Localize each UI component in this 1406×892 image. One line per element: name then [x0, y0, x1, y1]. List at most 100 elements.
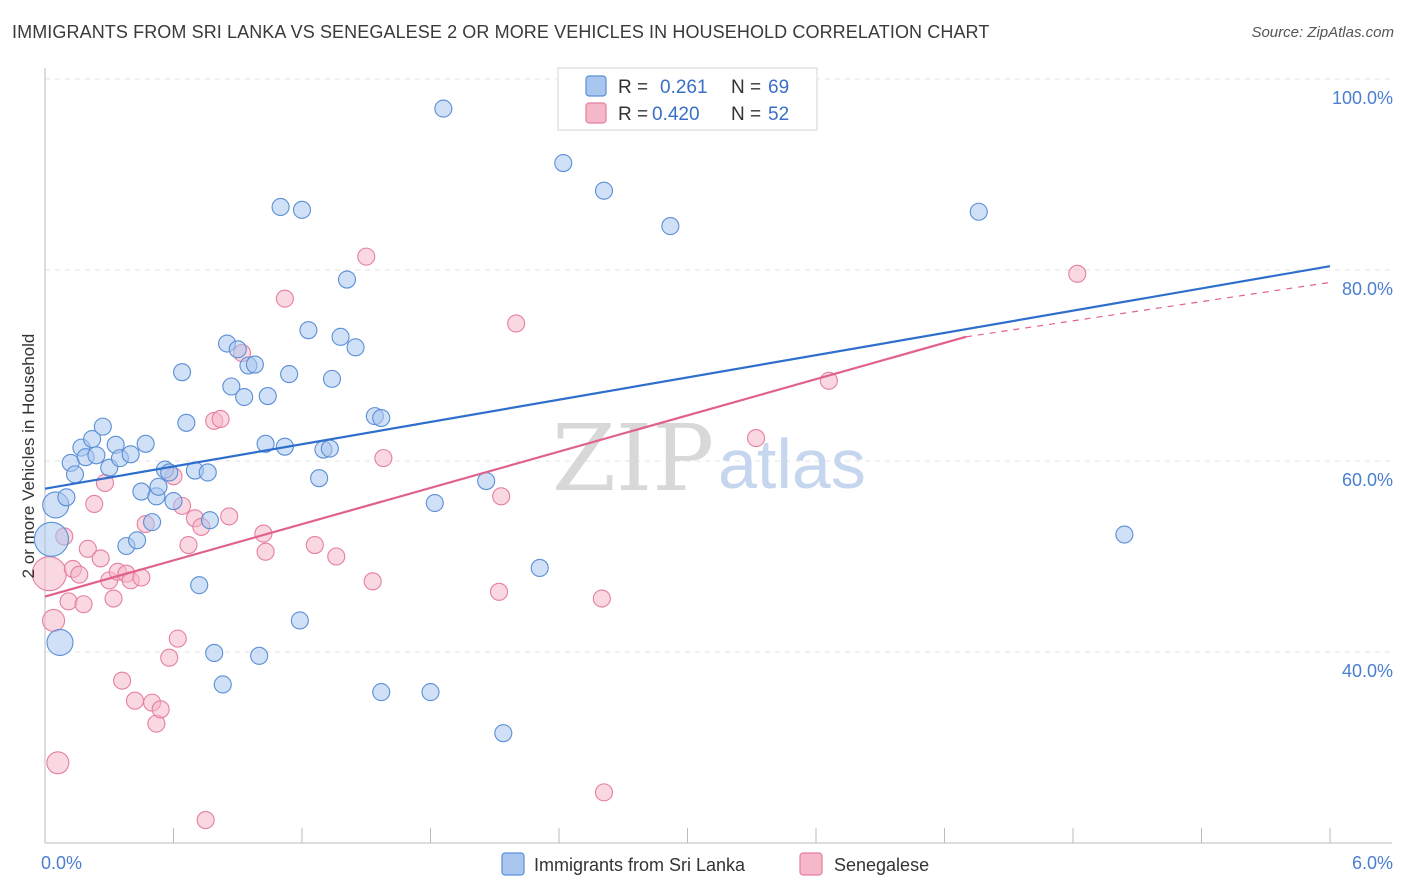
point-sri-lanka-30	[200, 511, 219, 530]
x-tick-label-1: 6.0%	[1352, 853, 1393, 873]
point-sri-lanka-57	[372, 683, 391, 702]
point-senegalese-46	[507, 314, 526, 333]
point-sri-lanka-9	[87, 446, 106, 465]
data-points	[31, 99, 1134, 830]
point-sri-lanka-18	[136, 434, 155, 453]
point-sri-lanka-38	[245, 355, 264, 374]
y-tick-label-2: 80.0%	[1342, 279, 1393, 299]
point-sri-lanka-59	[425, 493, 444, 513]
point-senegalese-4	[59, 592, 78, 611]
point-senegalese-10	[91, 549, 110, 568]
series-swatch-blue	[501, 852, 525, 876]
point-senegalese-15	[113, 671, 132, 690]
point-sri-lanka-2	[46, 628, 74, 657]
point-sri-lanka-63	[530, 558, 549, 578]
point-senegalese-41	[357, 247, 376, 266]
y-tick-label-1: 60.0%	[1342, 470, 1393, 490]
axes	[44, 68, 1392, 844]
point-sri-lanka-25	[173, 363, 192, 382]
point-sri-lanka-46	[292, 200, 312, 219]
point-sri-lanka-36	[235, 387, 254, 407]
point-sri-lanka-35	[228, 340, 247, 359]
point-sri-lanka-60	[434, 99, 453, 118]
series-label-sri-lanka: Immigrants from Sri Lanka	[534, 855, 746, 875]
trend-lines	[44, 265, 1331, 598]
legend-n-value-2: 52	[768, 104, 789, 125]
point-sri-lanka-53	[337, 270, 357, 289]
point-senegalese-18	[125, 691, 144, 710]
point-sri-lanka-26	[177, 413, 196, 432]
point-senegalese-9	[85, 494, 104, 514]
point-senegalese-45	[492, 487, 511, 506]
point-sri-lanka-44	[280, 365, 299, 384]
point-sri-lanka-17	[132, 482, 151, 501]
point-senegalese-37	[256, 542, 275, 561]
point-sri-lanka-56	[372, 408, 391, 428]
point-senegalese-31	[196, 811, 215, 830]
y-tick-labels: 40.0% 60.0% 80.0% 100.0%	[1332, 88, 1393, 681]
series-legend: Immigrants from Sri Lanka Senegalese	[501, 852, 929, 876]
point-senegalese-6	[70, 565, 89, 584]
point-sri-lanka-39	[250, 646, 269, 665]
point-senegalese-34	[220, 507, 239, 526]
point-sri-lanka-64	[554, 153, 573, 173]
y-tick-label-3: 100.0%	[1332, 88, 1393, 108]
point-senegalese-24	[160, 648, 179, 667]
point-sri-lanka-21	[149, 477, 168, 496]
grid	[45, 78, 1392, 653]
point-sri-lanka-40	[256, 434, 275, 453]
watermark-zip: ZIP	[552, 405, 714, 512]
x-tick-labels: 0.0% 6.0%	[41, 853, 1393, 873]
point-senegalese-48	[594, 783, 614, 802]
point-senegalese-47	[592, 589, 611, 608]
x-tick-label-0: 0.0%	[41, 853, 82, 873]
point-sri-lanka-62	[494, 724, 513, 743]
point-sri-lanka-29	[198, 463, 217, 482]
point-senegalese-33	[211, 409, 230, 429]
watermark-atlas: atlas	[718, 425, 866, 503]
point-sri-lanka-10	[93, 417, 112, 436]
point-sri-lanka-65	[594, 181, 614, 200]
point-sri-lanka-61	[477, 472, 496, 491]
legend-n-label-2: N =	[731, 104, 761, 125]
legend-swatch-pink	[585, 102, 607, 124]
point-sri-lanka-58	[421, 683, 440, 702]
point-senegalese-13	[104, 589, 123, 608]
y-axis-title: 2 or more Vehicles in Household	[19, 334, 38, 579]
trend-line-pink	[44, 335, 967, 598]
point-sri-lanka-68	[1115, 525, 1134, 544]
point-sri-lanka-0	[33, 521, 69, 557]
point-sri-lanka-28	[190, 576, 209, 595]
point-sri-lanka-19	[143, 513, 162, 532]
point-senegalese-49	[746, 429, 766, 448]
point-sri-lanka-47	[299, 321, 318, 340]
point-sri-lanka-16	[128, 531, 147, 550]
point-senegalese-26	[168, 629, 187, 648]
point-sri-lanka-24	[164, 492, 183, 511]
chart-title: IMMIGRANTS FROM SRI LANKA VS SENEGALESE …	[12, 22, 990, 42]
source-label: Source: ZipAtlas.com	[1251, 24, 1394, 41]
legend-r-label-2: R =	[618, 104, 648, 125]
point-sri-lanka-5	[65, 465, 85, 484]
correlation-legend: R = 0.261 N = 69 R = 0.420 N = 52	[557, 67, 818, 131]
point-senegalese-2	[46, 751, 70, 775]
watermark: ZIP atlas	[552, 405, 866, 512]
point-senegalese-43	[374, 449, 393, 468]
point-senegalese-38	[275, 289, 294, 308]
point-sri-lanka-15	[121, 445, 140, 464]
point-senegalese-44	[489, 582, 509, 601]
point-senegalese-51	[1068, 264, 1087, 283]
series-swatch-pink	[799, 852, 823, 876]
point-senegalese-42	[363, 572, 382, 591]
point-sri-lanka-54	[346, 338, 365, 357]
point-senegalese-8	[78, 539, 97, 558]
legend-n-label-1: N =	[731, 77, 761, 98]
point-sri-lanka-66	[661, 217, 680, 236]
point-sri-lanka-50	[320, 439, 339, 458]
point-sri-lanka-41	[258, 387, 277, 406]
point-sri-lanka-42	[271, 197, 290, 217]
point-sri-lanka-34	[222, 377, 241, 396]
y-tick-label-0: 40.0%	[1342, 661, 1393, 681]
point-senegalese-40	[327, 547, 346, 566]
